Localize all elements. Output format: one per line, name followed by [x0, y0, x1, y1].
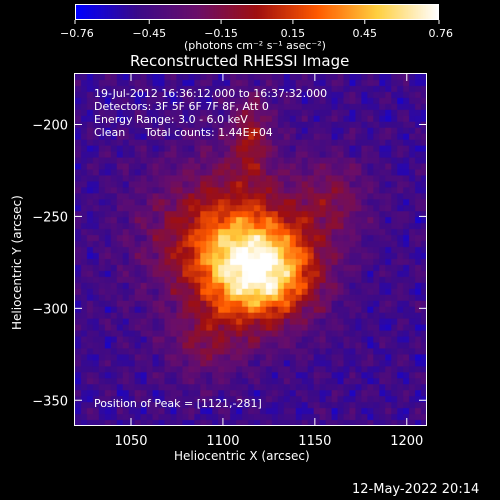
x-tick-label: 1200: [390, 434, 423, 449]
colorbar-unit-label: (photons cm⁻² s⁻¹ asec⁻²): [184, 39, 326, 52]
y-tick-label: −200: [32, 118, 68, 133]
y-axis-label: Heliocentric Y (arcsec): [10, 195, 24, 330]
colorbar-tick-label: −0.15: [204, 27, 238, 40]
x-tick-label: 1150: [298, 434, 331, 449]
annotation-algorithm: Clean: [94, 126, 126, 139]
colorbar-tick-label: 0.45: [353, 27, 378, 40]
chart-title: Reconstructed RHESSI Image: [130, 52, 350, 70]
x-tick-label: 1050: [114, 434, 147, 449]
footer-timestamp: 12-May-2022 20:14: [352, 482, 480, 497]
y-tick-label: −350: [32, 394, 68, 409]
y-tick-label: −300: [32, 302, 68, 317]
colorbar-tick-label: −0.45: [132, 27, 166, 40]
annotation-detectors: Detectors: 3F 5F 6F 7F 8F, Att 0: [94, 100, 269, 113]
colorbar-ticks: −0.76 −0.45 −0.15 0.15 0.45 0.76: [60, 20, 454, 40]
colorbar-tick-label: −0.76: [60, 27, 94, 40]
annotation-total-counts: Total counts: 1.44E+04: [145, 126, 273, 139]
y-tick-label: −250: [32, 210, 68, 225]
colorbar-tick-label: 0.76: [429, 27, 454, 40]
x-axis-label: Heliocentric X (arcsec): [174, 449, 310, 463]
plot-area: [74, 73, 427, 426]
annotation-peak-position: Position of Peak = [1121,-281]: [94, 397, 262, 410]
colorbar-tick-label: 0.15: [281, 27, 306, 40]
heatmap-image: [75, 74, 426, 425]
x-tick-label: 1100: [206, 434, 239, 449]
annotation-time-range: 19-Jul-2012 16:36:12.000 to 16:37:32.000: [94, 87, 328, 100]
annotation-energy-range: Energy Range: 3.0 - 6.0 keV: [94, 113, 248, 126]
colorbar: [75, 4, 439, 20]
